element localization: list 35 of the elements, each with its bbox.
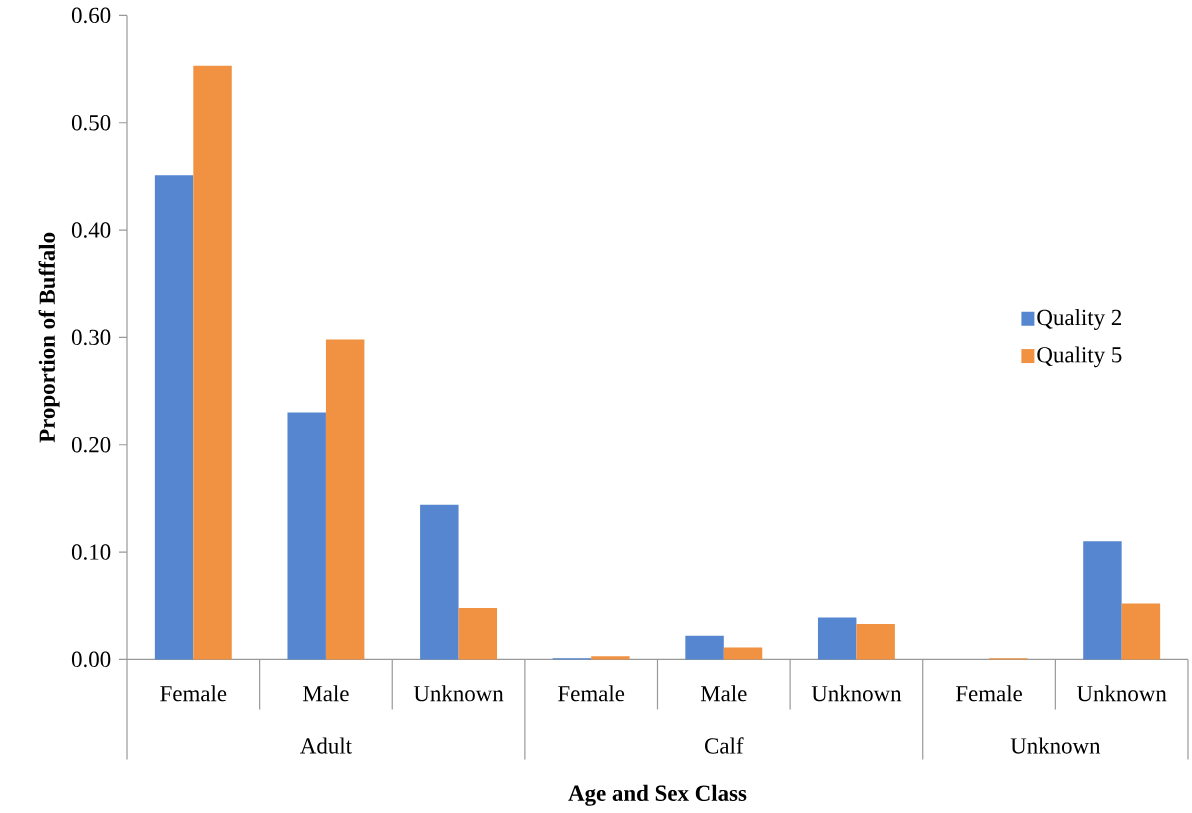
x-tick-label: Male — [700, 685, 747, 702]
bar — [420, 504, 459, 660]
legend-label: Quality 5 — [1037, 346, 1122, 368]
bar — [723, 647, 763, 660]
y-tick-label: 0.40 — [71, 222, 111, 238]
bar — [154, 175, 194, 660]
x-tick-label: Female — [955, 685, 1022, 702]
x-tick-label: Unknown — [811, 685, 902, 702]
y-tick-label: 0.60 — [71, 7, 111, 23]
bar — [325, 339, 365, 660]
bar — [856, 623, 895, 660]
bar — [1083, 541, 1122, 660]
y-tick-label: 0.20 — [71, 436, 111, 453]
x-tick-label: Male — [303, 685, 349, 702]
bar — [458, 607, 498, 660]
y-tick-label: 0.10 — [71, 544, 111, 560]
y-tick-label: 0.00 — [71, 651, 111, 667]
x-tick-label: Unknown — [413, 685, 504, 702]
y-tick-label: 0.50 — [71, 114, 111, 131]
x-tick-label: Unknown — [1076, 685, 1167, 702]
text: Unknown — [1010, 737, 1101, 754]
x-tick-label: Female — [160, 685, 227, 702]
bar — [817, 617, 857, 660]
y-tick-label: 0.30 — [71, 329, 111, 345]
bar — [685, 635, 724, 660]
legend-label: Quality 2 — [1037, 308, 1122, 330]
bar — [1121, 603, 1161, 660]
text: Adult — [300, 737, 352, 754]
x-tick-label: Female — [558, 685, 625, 702]
text: Calf — [705, 737, 744, 754]
bar — [591, 655, 630, 660]
y-axis-title: Proportion of Buffalo — [38, 232, 60, 443]
bar — [193, 65, 232, 660]
x-axis-title: Age and Sex Class — [568, 784, 747, 806]
bar — [287, 412, 326, 660]
